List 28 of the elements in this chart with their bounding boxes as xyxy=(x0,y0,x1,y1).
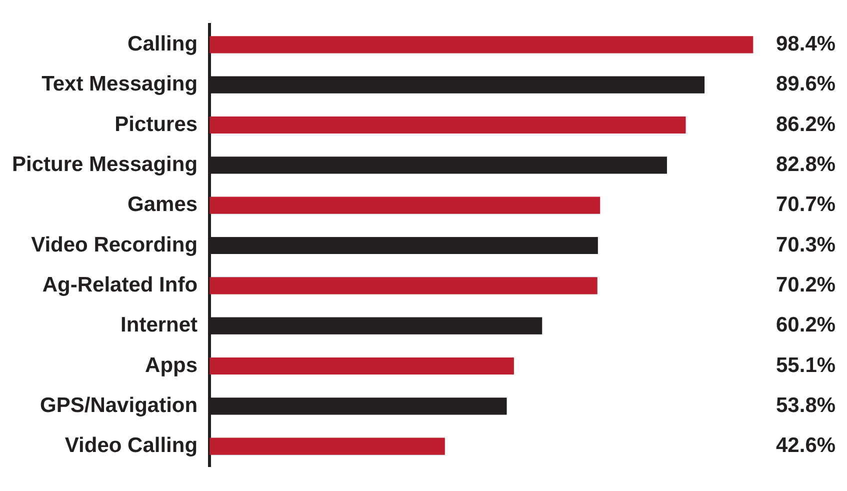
y-tick-label: Calling xyxy=(128,32,198,56)
y-tick-label: Video Calling xyxy=(64,434,198,458)
bar xyxy=(210,116,686,134)
data-label: 89.6% xyxy=(776,72,836,96)
y-tick-label: Video Recording xyxy=(31,233,198,256)
y-tick-label: Games xyxy=(128,193,198,216)
data-label: 53.8% xyxy=(776,394,836,417)
data-label: 42.6% xyxy=(776,434,836,458)
bar xyxy=(210,438,445,455)
y-tick-label: Pictures xyxy=(114,112,198,136)
data-label: 98.4% xyxy=(776,32,836,56)
data-label: 70.2% xyxy=(776,273,836,296)
y-tick-label: Text Messaging xyxy=(42,72,198,96)
data-label: 70.7% xyxy=(776,193,836,216)
data-label: 82.8% xyxy=(776,152,836,176)
y-tick-label: GPS/Navigation xyxy=(40,394,198,417)
bar xyxy=(210,357,514,375)
data-label: 86.2% xyxy=(776,112,836,136)
y-tick-label: Ag-Related Info xyxy=(42,273,198,296)
bar xyxy=(210,277,598,294)
data-label: 60.2% xyxy=(776,314,836,337)
data-label: 70.3% xyxy=(776,233,836,256)
y-tick-label: Picture Messaging xyxy=(12,152,198,176)
bar xyxy=(210,36,754,54)
y-tick-label: Apps xyxy=(145,354,198,377)
y-tick-label: Internet xyxy=(120,314,198,337)
data-label: 55.1% xyxy=(776,354,836,377)
bar xyxy=(210,196,600,214)
